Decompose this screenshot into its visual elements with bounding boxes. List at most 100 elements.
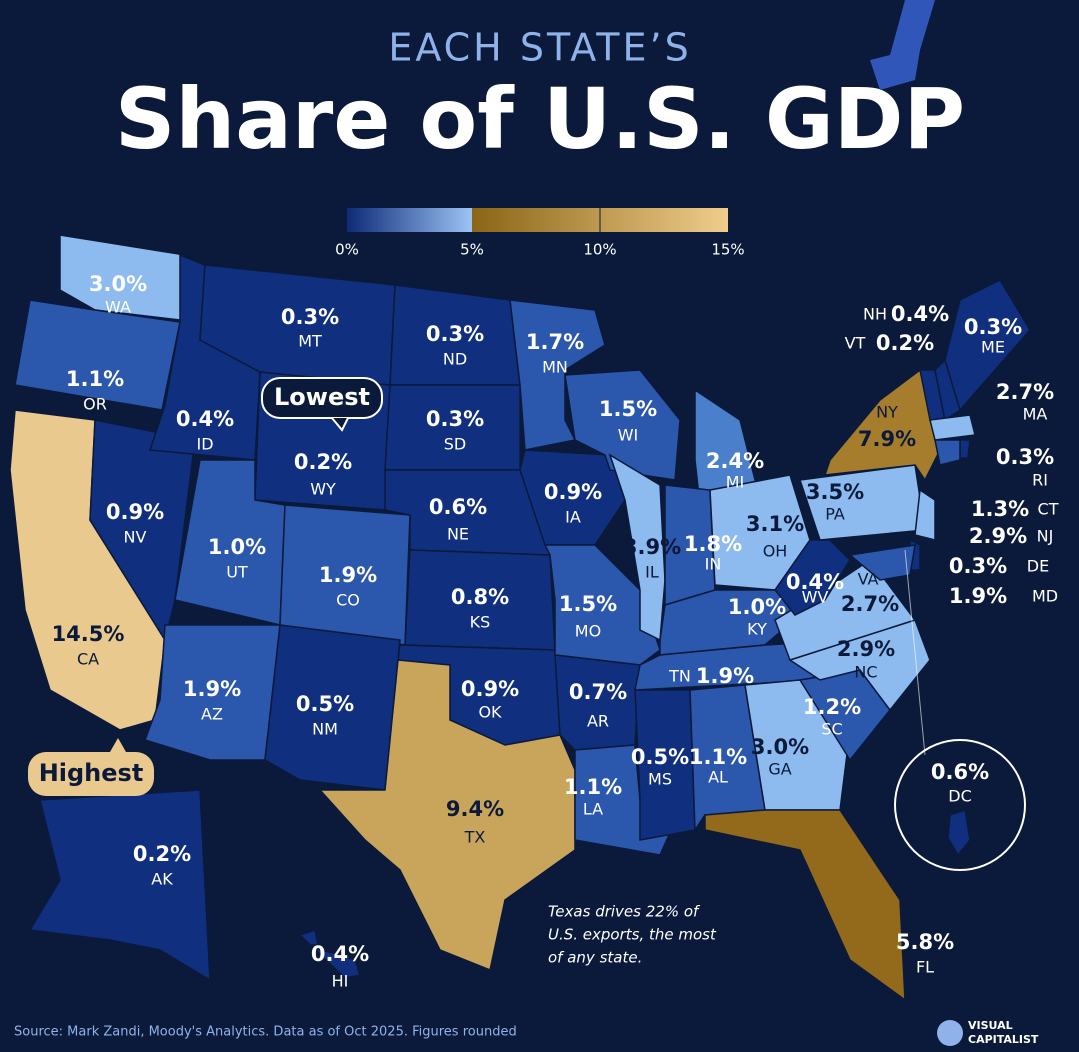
state-share: 1.7% <box>526 330 584 354</box>
legend-label: 10% <box>583 241 616 259</box>
callout-pointer <box>110 738 126 752</box>
state-abbr: LA <box>583 800 603 819</box>
state <box>929 414 976 441</box>
state-share: 14.5% <box>52 622 125 646</box>
state <box>959 439 971 459</box>
state <box>14 299 181 411</box>
highest-callout: Highest <box>28 738 154 796</box>
legend-label: 0% <box>335 241 359 259</box>
state-share: 0.7% <box>569 680 627 704</box>
callout-pointer <box>331 417 349 432</box>
state <box>848 544 916 581</box>
state <box>704 809 906 1002</box>
state-abbr: MS <box>648 770 672 789</box>
state-share: 0.3% <box>426 322 484 346</box>
callout-box <box>28 752 154 796</box>
state-abbr: NE <box>447 525 469 544</box>
state-share: 0.2% <box>294 450 352 474</box>
state-share: 0.4% <box>311 942 369 966</box>
labels: 3.0% WA 1.1% OR 14.5% CA 0.9% NV 0.4% ID 0.3% MT 0.2… <box>52 272 1059 991</box>
state-share: 0.9% <box>544 480 602 504</box>
state-abbr: KY <box>747 620 767 639</box>
annotation: of any state. <box>548 949 642 967</box>
state-abbr: HI <box>332 972 349 991</box>
state-abbr: DE <box>1027 557 1049 576</box>
state-share: 0.6% <box>429 495 487 519</box>
state-abbr: ME <box>981 338 1005 357</box>
state-abbr: OR <box>83 395 107 414</box>
legend-label: 5% <box>460 241 484 259</box>
state-share: 2.7% <box>996 380 1054 404</box>
map <box>9 234 1031 1002</box>
state-abbr: GA <box>768 760 791 779</box>
state-share: 0.5% <box>631 745 689 769</box>
state-abbr: AK <box>151 870 173 889</box>
state-share: 2.9% <box>837 637 895 661</box>
state-share: 0.3% <box>426 407 484 431</box>
state-abbr: MN <box>542 358 568 377</box>
state-share: 0.9% <box>461 677 519 701</box>
state-abbr: RI <box>1032 471 1048 490</box>
state-share: 5.8% <box>896 930 954 954</box>
state-share: 3.0% <box>751 735 809 759</box>
hand-icon <box>870 0 935 90</box>
state-abbr: ND <box>443 350 467 369</box>
state <box>823 368 941 482</box>
state-share: 0.4% <box>176 407 234 431</box>
source: Source: Mark Zandi, Moody's Analytics. D… <box>14 1025 517 1040</box>
state <box>59 234 186 321</box>
state-abbr: SC <box>821 720 842 739</box>
state <box>509 299 606 451</box>
state-abbr: ID <box>196 435 213 454</box>
state-share: 0.2% <box>133 842 191 866</box>
state-abbr: NC <box>854 663 877 682</box>
state-share: 0.3% <box>964 315 1022 339</box>
state-abbr: NJ <box>1037 527 1054 546</box>
state-share: 3.5% <box>806 480 864 504</box>
state <box>914 488 936 541</box>
state-abbr: MT <box>298 332 322 351</box>
state-abbr: OH <box>763 542 788 561</box>
state-abbr: VT <box>845 334 866 353</box>
state <box>944 279 1031 412</box>
callout-text: Highest <box>39 759 144 787</box>
state-abbr: SD <box>444 435 466 454</box>
state-abbr: IL <box>645 563 659 582</box>
logo-icon <box>937 1020 963 1046</box>
state <box>774 539 851 616</box>
state-share: 1.8% <box>684 532 742 556</box>
state-abbr: NY <box>876 403 898 422</box>
lowest-callout: Lowest <box>261 377 383 432</box>
legend-scale-low <box>347 208 472 232</box>
state-abbr: AR <box>587 712 609 731</box>
state-share: 1.5% <box>599 397 657 421</box>
state-share: 1.9% <box>949 584 1007 608</box>
state-share: 1.1% <box>689 745 747 769</box>
state-share: 1.9% <box>319 563 377 587</box>
state-abbr: MA <box>1023 405 1048 424</box>
state-abbr: WV <box>802 588 829 607</box>
state <box>634 689 696 841</box>
state-abbr: MD <box>1032 587 1058 606</box>
state-share: 1.1% <box>66 367 124 391</box>
state-abbr: OK <box>478 703 502 722</box>
state-abbr: UT <box>226 563 248 582</box>
logo: CAPITALIST <box>968 1033 1039 1046</box>
state-share: 0.3% <box>949 554 1007 578</box>
state-abbr: TN <box>668 667 691 686</box>
state-share: 0.3% <box>281 305 339 329</box>
state-share: 1.0% <box>208 535 266 559</box>
callout-text: Lowest <box>274 383 370 411</box>
state <box>298 929 361 979</box>
state-share: 7.9% <box>858 427 916 451</box>
state-abbr: AL <box>708 768 728 787</box>
state-share: 1.9% <box>696 664 754 688</box>
annotation: U.S. exports, the most <box>548 926 717 944</box>
state-share: 3.0% <box>89 272 147 296</box>
state-share: 0.5% <box>296 692 354 716</box>
state-share: 0.4% <box>786 570 844 594</box>
state-share: 1.3% <box>971 497 1029 521</box>
state-share: 0.2% <box>876 331 934 355</box>
state-abbr: FL <box>916 958 934 977</box>
